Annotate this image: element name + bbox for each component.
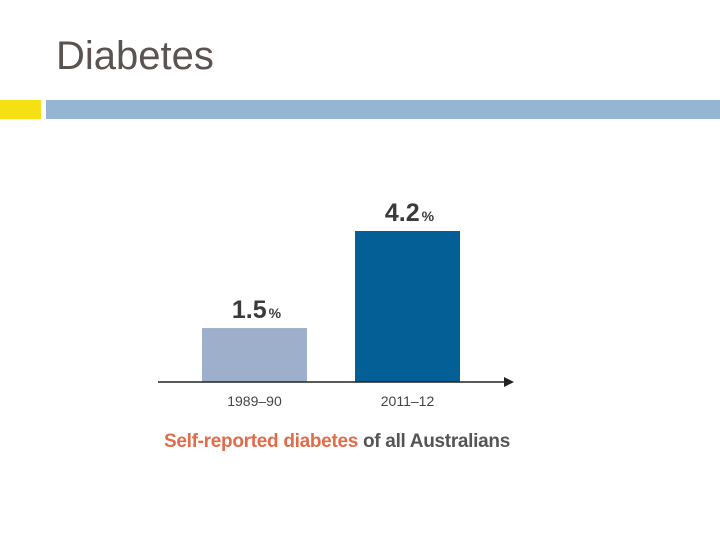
slide-title: Diabetes <box>56 34 214 78</box>
caption-rest: of all Australians <box>358 431 510 452</box>
data-label-2: 4.2% <box>385 199 435 227</box>
tick-label-2: 2011–12 <box>381 393 435 409</box>
chart-caption: Self-reported diabetes of all Australian… <box>164 431 510 453</box>
tick-label-1: 1989–90 <box>227 393 282 409</box>
x-axis-arrow-icon <box>504 377 514 387</box>
bar-1 <box>202 328 307 382</box>
title-underline-bar <box>46 100 720 119</box>
data-label-1: 1.5% <box>232 296 282 324</box>
caption-highlight: Self-reported diabetes <box>164 431 359 452</box>
accent-block <box>0 100 41 119</box>
bar-2 <box>355 231 460 382</box>
